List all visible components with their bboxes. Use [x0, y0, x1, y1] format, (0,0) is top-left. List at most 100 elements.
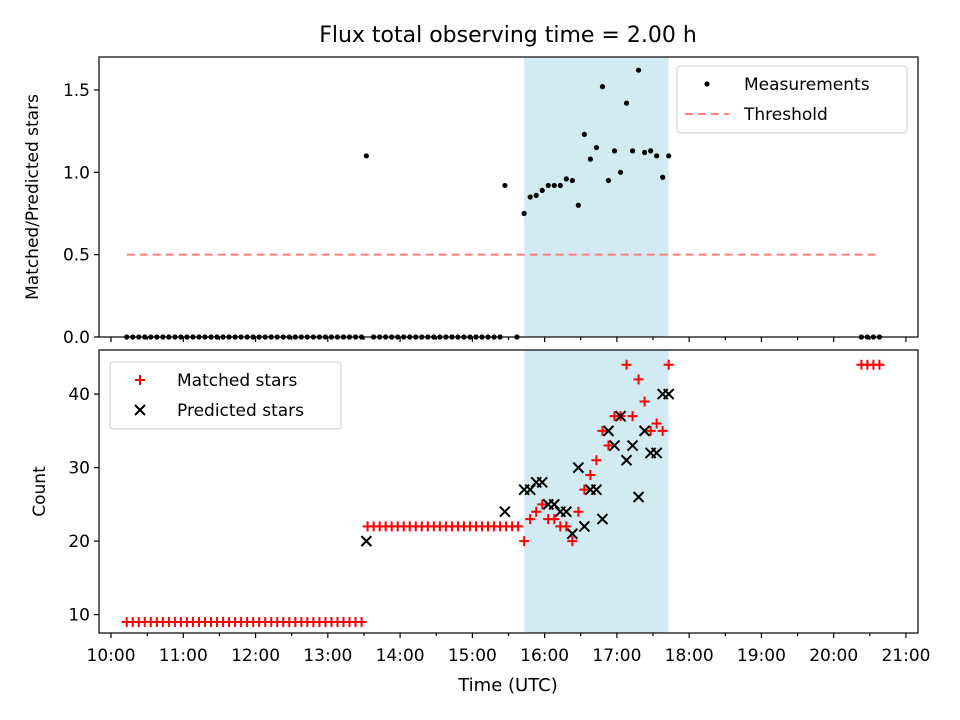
matched-star-point — [651, 418, 662, 429]
shaded-span — [524, 57, 669, 337]
x-tick-label: 15:00 — [448, 646, 497, 666]
matched-star-point — [627, 411, 638, 422]
matched-star-point — [561, 521, 572, 532]
measurement-point — [502, 182, 508, 189]
legend-box — [676, 65, 908, 134]
matched-star-point — [519, 536, 530, 547]
predicted-star-point — [590, 483, 603, 496]
legend-label: Matched stars — [177, 371, 297, 391]
predicted-star-point — [662, 388, 675, 400]
predicted-star-point — [632, 491, 645, 503]
predicted-star-point — [620, 454, 633, 466]
matched-star-point — [645, 425, 656, 436]
top-panel: 0.0 0.5 1.0 1.5 Matched/Predicted stars Measu… — [23, 56, 919, 348]
predicted-star-point — [578, 520, 591, 533]
y-tick-label: 0.0 — [63, 328, 90, 348]
predicted-star-point — [536, 476, 548, 489]
matched-star-point — [633, 374, 644, 385]
predicted-star-point — [638, 425, 651, 437]
predicted-star-point — [614, 410, 627, 422]
matched-star-point — [639, 396, 650, 407]
measurement-point — [617, 169, 624, 175]
measurement-point — [648, 148, 654, 154]
predicted-star-point — [650, 447, 663, 459]
measurement-point — [611, 148, 618, 154]
measurement-point — [569, 177, 575, 184]
measurement-point — [527, 194, 533, 200]
predicted-star-point — [499, 506, 511, 518]
legend-label: Measurements — [744, 75, 870, 95]
measurement-point — [635, 67, 642, 73]
measurement-point — [629, 148, 636, 154]
matched-star-point — [567, 536, 578, 547]
predicted-star-point — [572, 461, 585, 474]
measurement-point — [593, 144, 600, 151]
measurement-point — [660, 174, 666, 180]
x-tick-label: 21:00 — [881, 646, 930, 666]
measurement-point — [575, 202, 581, 208]
legend-matched-swatch — [135, 375, 145, 385]
measurement-point — [533, 192, 539, 198]
measurement-point — [587, 156, 594, 162]
matched-star-point — [531, 506, 542, 517]
predicted-star-point — [626, 439, 639, 452]
y-tick-label: 1.5 — [63, 81, 90, 101]
matched-star-point — [573, 506, 584, 517]
matched-star-point — [657, 425, 668, 436]
x-tick-label: 18:00 — [665, 646, 714, 666]
bottom-panel: 10 20 30 40 Count 10:00 11:00 12:00 13:00 14:00 15… — [30, 349, 930, 666]
predicted-star-point — [566, 528, 579, 540]
x-tick-label: 11:00 — [159, 646, 208, 666]
legend-label: Threshold — [743, 105, 828, 125]
predicted-star-point — [596, 513, 609, 525]
matched-star-point — [579, 484, 590, 495]
measurement-point — [641, 149, 648, 156]
measurement-point — [654, 153, 660, 159]
x-axis-label: Time (UTC) — [457, 675, 558, 696]
x-tick-label: 19:00 — [737, 646, 786, 666]
matched-star-point — [537, 499, 548, 510]
matched-star-point — [513, 521, 524, 532]
matched-star-point — [525, 514, 536, 525]
x-tick-label: 12:00 — [231, 646, 280, 666]
predicted-star-point — [602, 425, 615, 437]
x-tick-label: 13:00 — [303, 646, 352, 666]
measurement-point — [363, 153, 369, 159]
matched-star-point — [356, 616, 367, 627]
matched-star-point — [621, 359, 632, 370]
y-tick-label: 20 — [68, 532, 90, 552]
y-tick-label: 10 — [68, 606, 90, 626]
x-tick-label: 14:00 — [376, 646, 425, 666]
shaded-span — [524, 350, 669, 633]
y-axis-label: Count — [30, 466, 50, 517]
measurement-point — [599, 84, 606, 90]
chart-title: Flux total observing time = 2.00 h — [319, 23, 697, 48]
matched-star-point — [603, 440, 614, 451]
x-tick-label: 10:00 — [87, 646, 136, 666]
matched-star-point — [874, 359, 885, 370]
measurement-point — [563, 176, 569, 182]
y-tick-label: 40 — [68, 385, 90, 405]
predicted-star-point — [560, 506, 573, 518]
x-tick-label: 16:00 — [520, 646, 569, 666]
matched-star-point — [585, 469, 596, 480]
measurement-point — [545, 182, 551, 189]
legend-label: Predicted stars — [177, 401, 304, 421]
legend-measurement-swatch — [704, 81, 710, 87]
matched-star-point — [549, 514, 560, 525]
legend: Matched stars Predicted stars — [109, 361, 342, 430]
y-tick-label: 0.5 — [63, 246, 90, 266]
predicted-star-point — [360, 535, 373, 547]
measurement-point — [551, 182, 557, 189]
x-tick-label: 17:00 — [592, 646, 641, 666]
predicted-star-point — [608, 439, 621, 452]
matched-star-point — [597, 425, 608, 436]
measurement-point — [623, 100, 630, 106]
measurement-point — [581, 131, 587, 138]
legend-predicted-swatch — [134, 404, 146, 416]
legend-box — [109, 361, 342, 430]
measurement-point — [605, 177, 612, 184]
matched-star-point — [663, 359, 674, 370]
measurement-point — [521, 210, 527, 217]
